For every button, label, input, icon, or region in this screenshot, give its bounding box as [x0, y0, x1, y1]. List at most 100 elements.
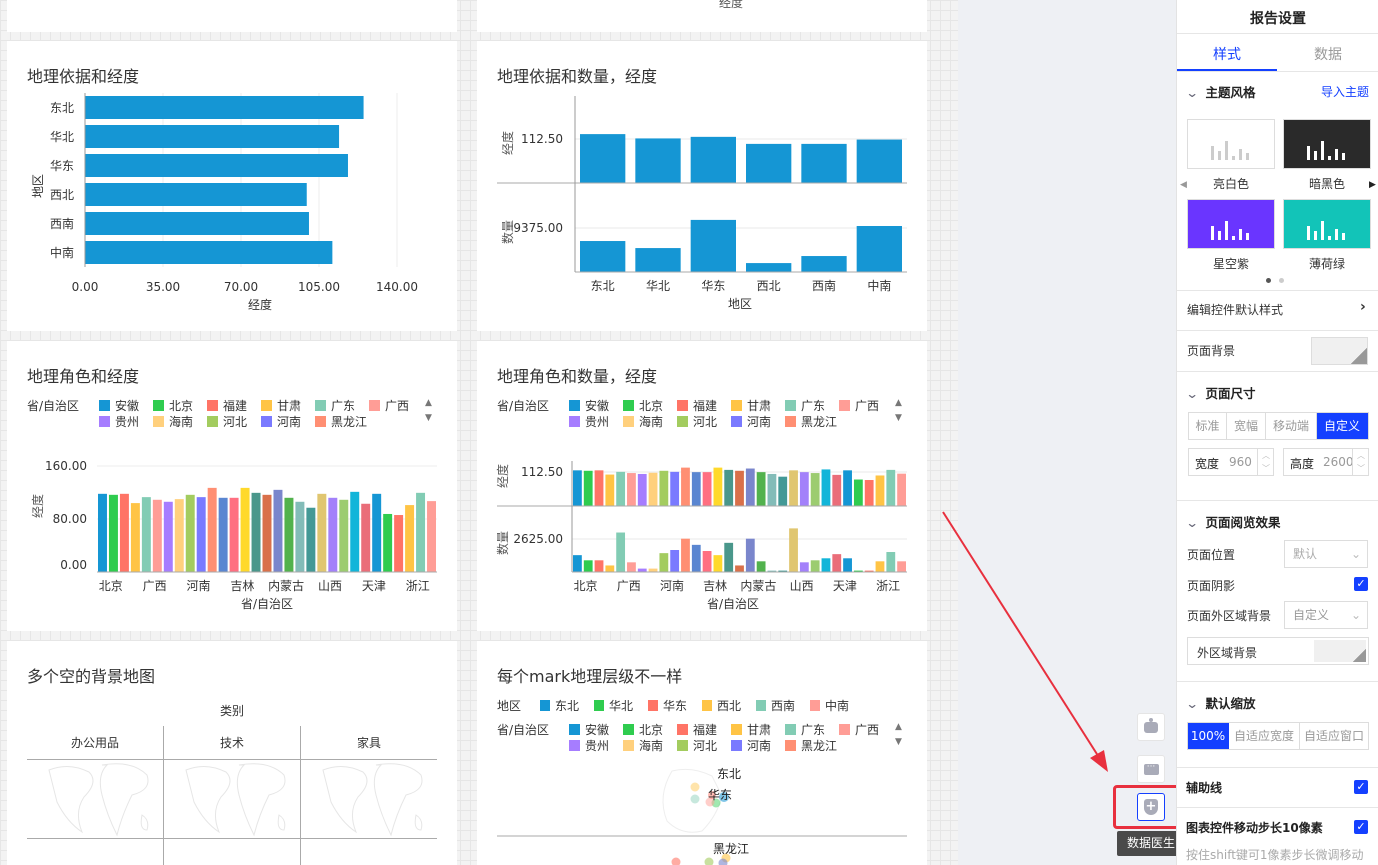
- page-bg-color-picker[interactable]: [1311, 337, 1368, 365]
- chart-card-dual[interactable]: 地理依据和数量，经度 112.50 经度 9375.00 数量 东北 华北 华东 西北 西南 中南…: [477, 41, 927, 331]
- height-input[interactable]: 高度 2600 ︿ ﹀: [1283, 448, 1369, 476]
- data-doctor-button[interactable]: +: [1137, 793, 1165, 821]
- legend-item[interactable]: 华北: [594, 697, 633, 714]
- section-preview[interactable]: ⌄ 页面阅览效果: [1185, 512, 1280, 531]
- chart-card-partial[interactable]: [7, 0, 457, 32]
- legend-page-down-icon[interactable]: ▼: [895, 413, 902, 423]
- province-legend[interactable]: 省/自治区 安徽 北京 福建 甘肃 广东 广西 贵州 海南 河北 河南 黑龙江 ▲ ▼: [497, 397, 917, 437]
- move-step-checkbox[interactable]: ✓: [1354, 820, 1368, 834]
- edit-default-style[interactable]: 编辑控件默认样式: [1187, 303, 1284, 317]
- legend-item[interactable]: 河南: [261, 413, 301, 430]
- legend-item[interactable]: 黑龙江: [785, 737, 837, 754]
- legend-item[interactable]: 贵州: [99, 413, 139, 430]
- region-legend[interactable]: 地区 东北 华北 华东 西北 西南 中南: [497, 697, 917, 713]
- size-option[interactable]: 宽幅: [1227, 413, 1266, 439]
- section-page-size[interactable]: ⌄ 页面尺寸: [1185, 383, 1255, 402]
- legend-item[interactable]: 北京: [623, 721, 663, 738]
- outer-bg-select[interactable]: 自定义 ⌄: [1284, 601, 1368, 629]
- bar: [648, 568, 658, 572]
- stepper-icon[interactable]: ︿ ﹀: [1352, 449, 1369, 475]
- size-option[interactable]: 移动端: [1266, 413, 1317, 439]
- legend-page-down-icon[interactable]: ▼: [425, 413, 432, 423]
- legend-page-up-icon[interactable]: ▲: [895, 398, 902, 408]
- legend-item[interactable]: 安徽: [569, 721, 609, 738]
- legend-page-down-icon[interactable]: ▼: [895, 737, 902, 747]
- chart-card-grouped-dual[interactable]: 地理角色和数量，经度 省/自治区 安徽 北京 福建 甘肃 广东 广西 贵州 海南 河北 河南 黑龙江 ▲…: [477, 341, 927, 631]
- tab-data[interactable]: 数据: [1314, 47, 1342, 63]
- legend-item[interactable]: 甘肃: [731, 397, 771, 414]
- section-zoom[interactable]: ⌄ 默认缩放: [1185, 693, 1255, 712]
- guides-checkbox[interactable]: ✓: [1354, 780, 1368, 794]
- zoom-option[interactable]: 自适应宽度: [1229, 723, 1300, 749]
- report-canvas[interactable]: 经度 地理依据和经度 0.00 35.00 70.00 105.00 140.00 东北华…: [0, 0, 958, 865]
- stepper-icon[interactable]: ︿ ﹀: [1257, 449, 1274, 475]
- size-option[interactable]: 标准: [1189, 413, 1227, 439]
- legend-item[interactable]: 河北: [207, 413, 247, 430]
- legend-item[interactable]: 福建: [677, 721, 717, 738]
- import-theme-link[interactable]: 导入主题: [1320, 85, 1369, 99]
- legend-item[interactable]: 北京: [623, 397, 663, 414]
- legend-item[interactable]: 贵州: [569, 413, 609, 430]
- chart-card-geo[interactable]: 每个mark地理层级不一样 地区 东北 华北 华东 西北 西南 中南 省/自治区 安徽 北京 福建…: [477, 641, 927, 865]
- theme-tile[interactable]: [1187, 119, 1275, 169]
- tab-style[interactable]: 样式: [1213, 47, 1241, 63]
- width-input[interactable]: 宽度 960 ︿ ﹀: [1188, 448, 1274, 476]
- carousel-prev-icon[interactable]: ◀: [1180, 180, 1187, 190]
- carousel-dot-active[interactable]: [1266, 278, 1271, 283]
- chart-card-maps[interactable]: 多个空的背景地图 类别 办公用品 技术 家具: [7, 641, 457, 865]
- legend-item[interactable]: 河南: [731, 413, 771, 430]
- legend-page-up-icon[interactable]: ▲: [425, 398, 432, 408]
- legend-item[interactable]: 西南: [756, 697, 795, 714]
- chevron-right-icon[interactable]: ›: [1360, 299, 1366, 315]
- outer-bg-color-picker[interactable]: [1314, 640, 1366, 662]
- theme-tile[interactable]: [1283, 119, 1371, 169]
- legend-item[interactable]: 广西: [839, 721, 879, 738]
- zoom-segment[interactable]: 100% 自适应宽度 自适应窗口: [1187, 722, 1369, 750]
- legend-item[interactable]: 河北: [677, 413, 717, 430]
- legend-item[interactable]: 海南: [623, 413, 663, 430]
- legend-item[interactable]: 西北: [702, 697, 741, 714]
- legend-item[interactable]: 福建: [207, 397, 247, 414]
- size-option-active[interactable]: 自定义: [1317, 413, 1368, 439]
- legend-item[interactable]: 北京: [153, 397, 193, 414]
- legend-item[interactable]: 广东: [785, 721, 825, 738]
- chart-card-hbar[interactable]: 地理依据和经度 0.00 35.00 70.00 105.00 140.00 东北 华北 华东…: [7, 41, 457, 331]
- legend-item[interactable]: 海南: [623, 737, 663, 754]
- legend-item[interactable]: 黑龙江: [315, 413, 367, 430]
- chart-card-grouped[interactable]: 地理角色和经度 省/自治区 安徽 北京 福建 甘肃 广东 广西 贵州 海南 河北 河南 黑龙江 ▲ ▼ 1…: [7, 341, 457, 631]
- page-position-select[interactable]: 默认 ⌄: [1284, 540, 1368, 568]
- legend-item[interactable]: 广东: [785, 397, 825, 414]
- legend-item[interactable]: 广西: [839, 397, 879, 414]
- theme-tile[interactable]: [1187, 199, 1275, 249]
- legend-item[interactable]: 黑龙江: [785, 413, 837, 430]
- outer-bg-field[interactable]: 外区域背景: [1187, 637, 1369, 665]
- page-shadow-checkbox[interactable]: ✓: [1354, 577, 1368, 591]
- robot-button[interactable]: [1137, 713, 1165, 741]
- section-theme[interactable]: ⌄ 主题风格: [1185, 82, 1255, 101]
- legend-item[interactable]: 东北: [540, 697, 579, 714]
- province-legend[interactable]: 省/自治区 安徽 北京 福建 甘肃 广东 广西 贵州 海南 河北 河南 黑龙江 ▲ ▼: [27, 397, 447, 437]
- legend-item[interactable]: 安徽: [569, 397, 609, 414]
- legend-item[interactable]: 河南: [731, 737, 771, 754]
- legend-item[interactable]: 安徽: [99, 397, 139, 414]
- zoom-option-active[interactable]: 100%: [1188, 723, 1229, 749]
- page-size-segment[interactable]: 标准 宽幅 移动端 自定义: [1188, 412, 1369, 440]
- legend-item[interactable]: 甘肃: [731, 721, 771, 738]
- legend-item[interactable]: 中南: [810, 697, 849, 714]
- legend-item[interactable]: 广西: [369, 397, 409, 414]
- carousel-dot[interactable]: [1279, 278, 1284, 283]
- legend-item[interactable]: 河北: [677, 737, 717, 754]
- legend-item[interactable]: 贵州: [569, 737, 609, 754]
- legend-item[interactable]: 广东: [315, 397, 355, 414]
- province-legend[interactable]: 省/自治区 安徽 北京 福建 甘肃 广东 广西 贵州 海南 河北 河南 黑龙江 ▲ ▼: [497, 721, 917, 761]
- zoom-option[interactable]: 自适应窗口: [1303, 729, 1364, 743]
- legend-item[interactable]: 福建: [677, 397, 717, 414]
- chart-card-partial[interactable]: 经度: [477, 0, 927, 32]
- legend-item[interactable]: 海南: [153, 413, 193, 430]
- carousel-next-icon[interactable]: ▶: [1369, 180, 1376, 190]
- legend-item[interactable]: 华东: [648, 697, 687, 714]
- legend-item[interactable]: 甘肃: [261, 397, 301, 414]
- theme-tile[interactable]: [1283, 199, 1371, 249]
- legend-page-up-icon[interactable]: ▲: [895, 722, 902, 732]
- chat-button[interactable]: ···: [1137, 755, 1165, 783]
